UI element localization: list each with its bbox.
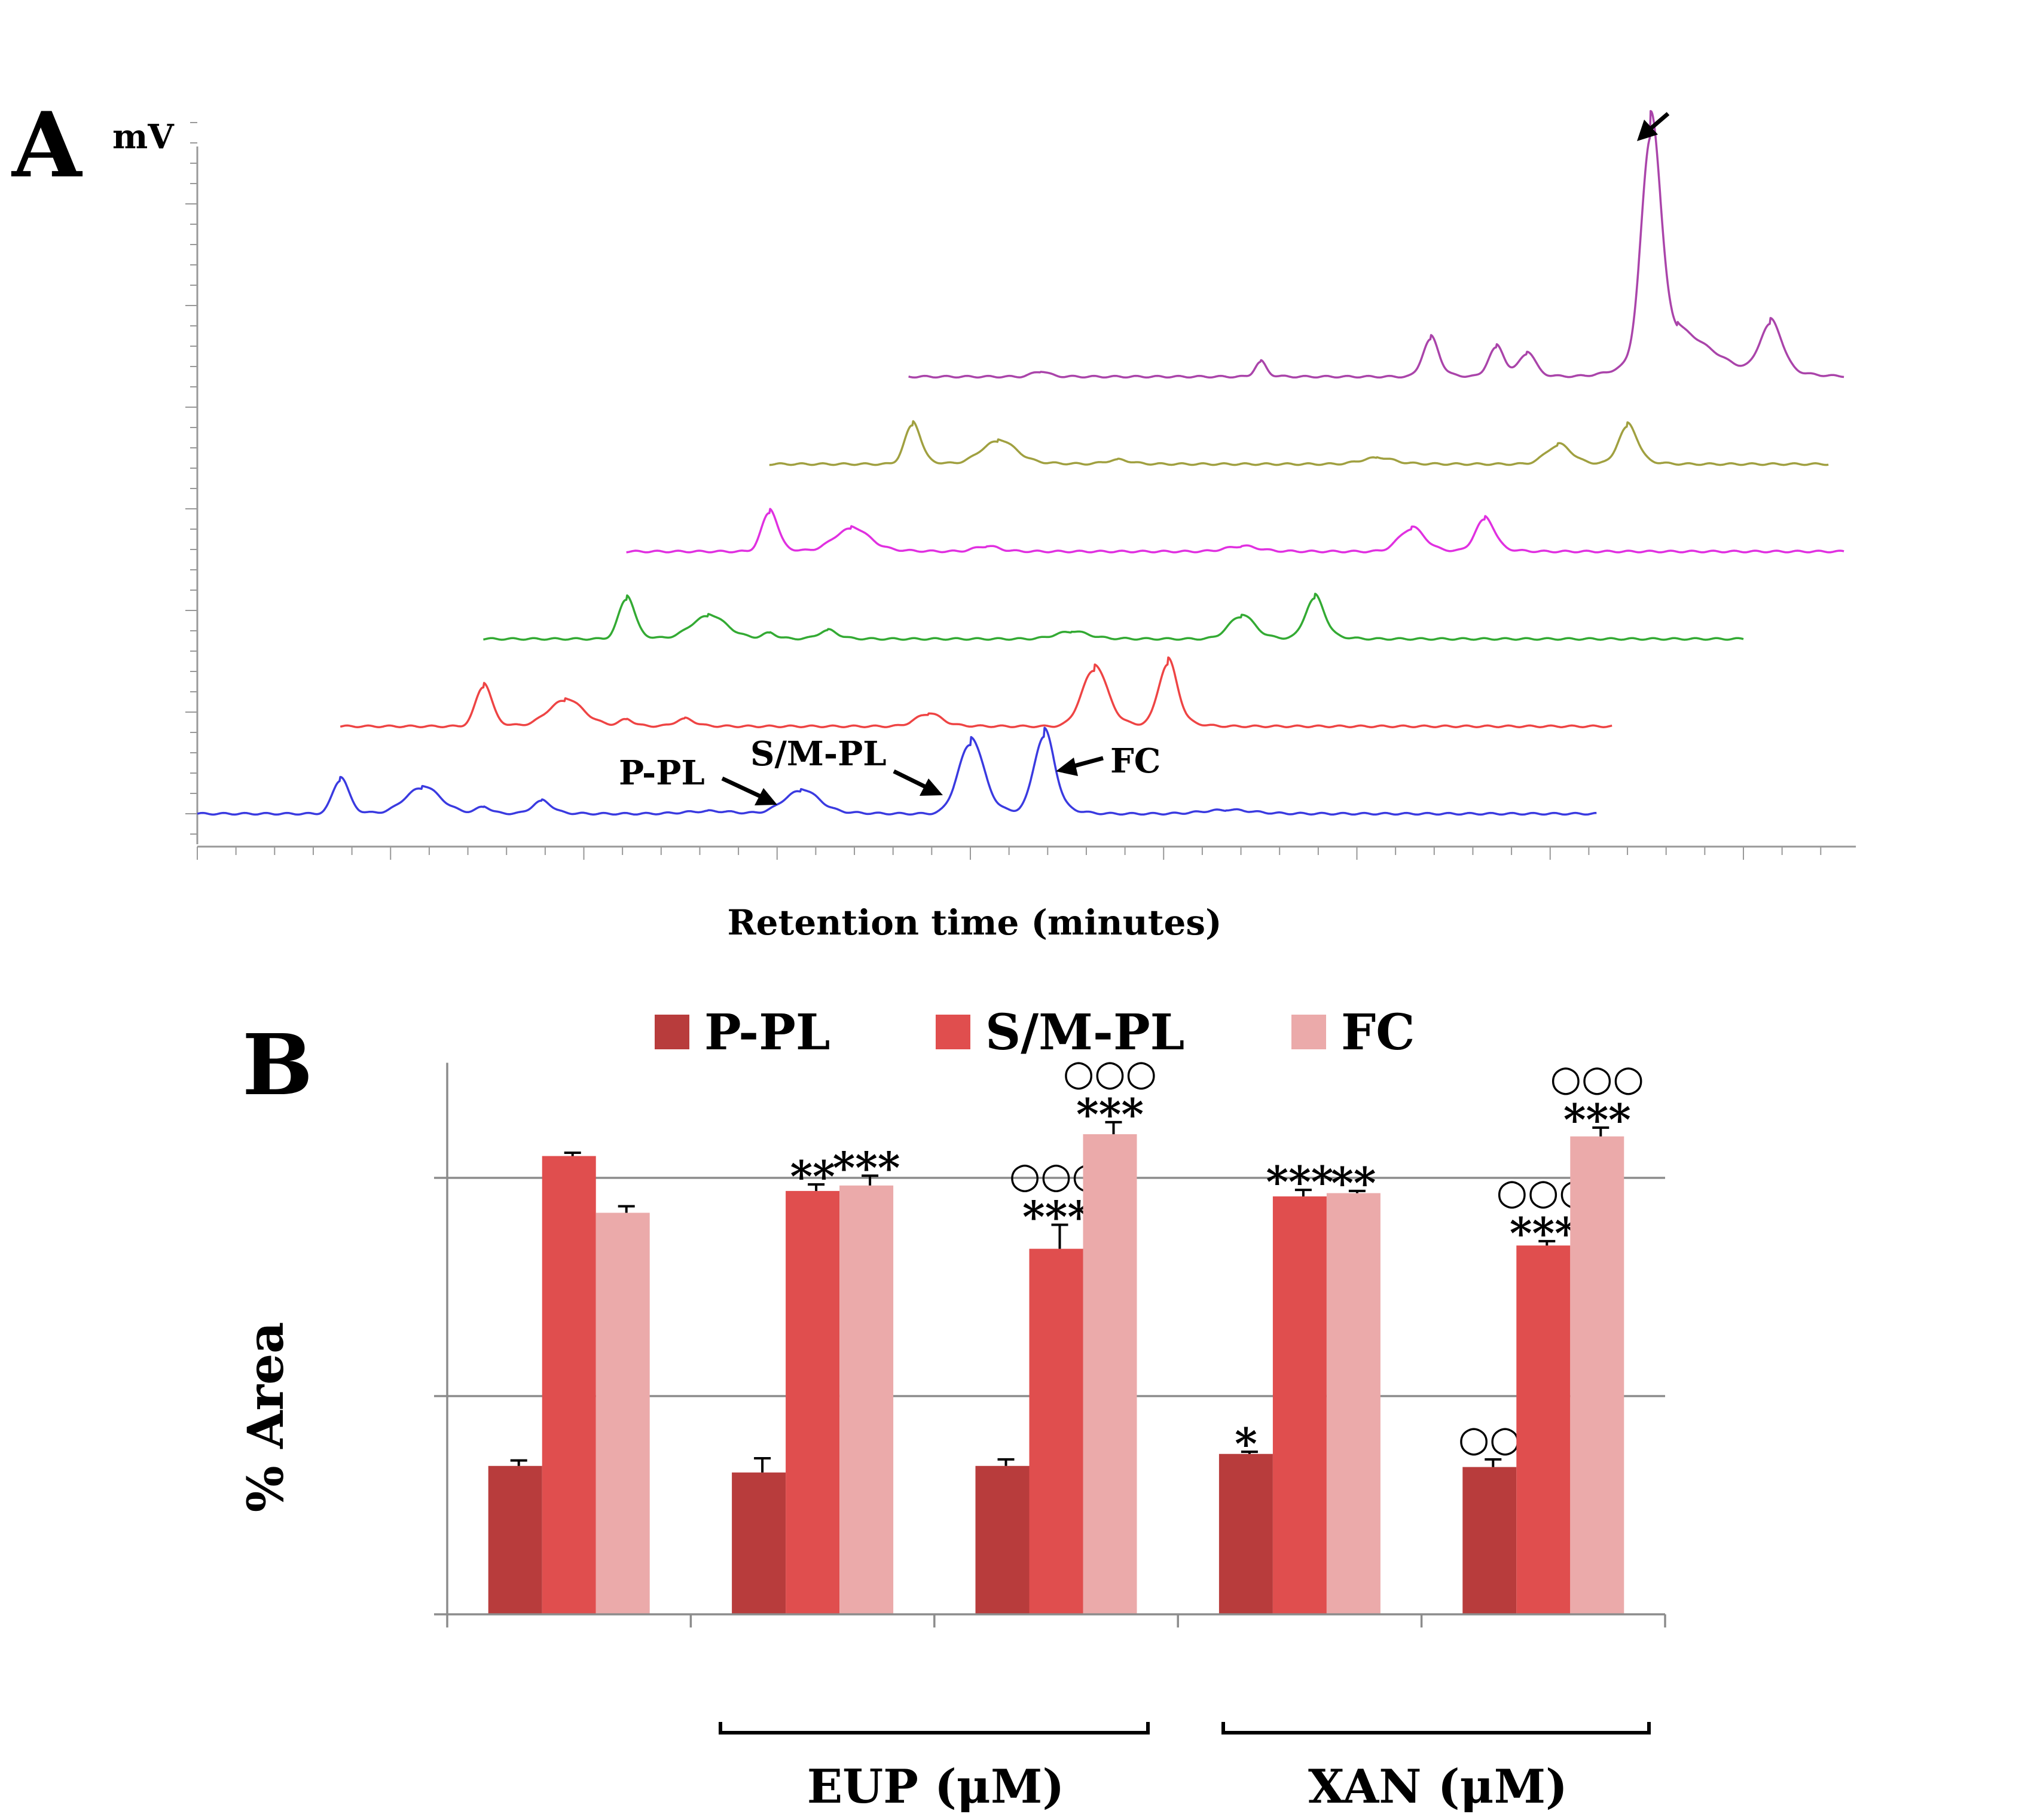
bar-s-m-pl <box>1029 1248 1083 1614</box>
significance-circles: ○○○ <box>1063 1052 1157 1094</box>
trace-xan-10-m <box>626 508 1844 554</box>
legend-label-s-m-pl: S/M-PL <box>985 1004 1184 1061</box>
legend-label-fc: FC <box>1341 1004 1415 1061</box>
bar-p-pl <box>975 1465 1030 1614</box>
bracket-xan <box>1221 1722 1651 1735</box>
trace-eup-10-m <box>340 656 1612 728</box>
bracket-eup <box>719 1722 1150 1735</box>
legend: P-PL S/M-PL FC <box>655 1004 1415 1061</box>
group-label-eup: EUP (μM) <box>807 1760 1065 1814</box>
significance-circles: ○○○ <box>1550 1058 1644 1100</box>
bar-p-pl <box>1218 1453 1273 1614</box>
legend-label-p-pl: P-PL <box>704 1004 830 1061</box>
panel-label-b: B <box>242 1016 313 1114</box>
bar-fc <box>839 1185 894 1614</box>
chromatogram-panel: A mV P-PL S/M-PL FC Retention time (minu… <box>11 93 1856 943</box>
bar-fc <box>1326 1193 1381 1614</box>
y-axis-unit-label: mV <box>112 117 175 157</box>
bar-chart-axes <box>434 1062 1666 1627</box>
significance-stars: ** <box>790 1151 835 1202</box>
bar-p-pl <box>1462 1467 1517 1614</box>
y-axis-title: % Area <box>237 1322 295 1513</box>
trace-eup-25-m <box>482 593 1744 641</box>
legend-swatch-p-pl <box>655 1015 689 1049</box>
x-axis-title: Retention time (minutes) <box>727 902 1221 943</box>
legend-swatch-s-m-pl <box>936 1015 970 1049</box>
bar-fc <box>1083 1134 1137 1614</box>
bar-s-m-pl <box>786 1190 840 1614</box>
chromatogram-axes <box>185 122 1856 860</box>
bar-s-m-pl <box>542 1156 596 1614</box>
arrow-fc-head <box>1056 758 1078 776</box>
bar-chart-panel: B P-PL S/M-PL FC * ○○*****○○○ ******○○○***… <box>237 1004 1666 1814</box>
bar-fc <box>1570 1136 1624 1614</box>
arrow-p-pl-head <box>755 788 777 805</box>
annotation-fc: FC <box>1110 741 1160 781</box>
legend-swatch-fc <box>1291 1015 1326 1049</box>
bar-p-pl <box>488 1465 542 1614</box>
group-label-xan: XAN (μM) <box>1308 1760 1568 1814</box>
significance-stars: *** <box>1510 1208 1577 1259</box>
significance-stars: *** <box>1022 1191 1090 1242</box>
bar-s-m-pl <box>1272 1196 1327 1614</box>
significance-stars: *** <box>1266 1156 1333 1207</box>
panel-label-a: A <box>11 93 83 198</box>
significance-stars: ** <box>1331 1158 1376 1208</box>
annotation-s-m-pl: S/M-PL <box>750 734 887 774</box>
significance-stars: *** <box>1076 1089 1144 1140</box>
significance-stars: * <box>1235 1418 1257 1469</box>
bar-chart-bars: * ○○*****○○○ ******○○○******○○○*****○○○ <box>488 1052 1644 1614</box>
arrow-s-m-pl-head <box>920 778 943 796</box>
trace-ctrl <box>197 726 1597 816</box>
significance-stars: *** <box>833 1142 900 1193</box>
trace-xan-25-m <box>769 420 1829 466</box>
arrow-std-main-peak-head <box>1637 120 1658 141</box>
annotation-p-pl: P-PL <box>619 753 705 793</box>
ctrl-annotations: P-PL S/M-PL FC <box>619 734 1160 805</box>
bar-fc <box>595 1213 650 1614</box>
bar-p-pl <box>732 1472 786 1614</box>
trace-std <box>908 110 1844 379</box>
chromatogram-traces <box>197 110 1844 816</box>
significance-stars: *** <box>1563 1094 1631 1145</box>
significance-circles: ○○ <box>1458 1418 1521 1460</box>
bar-s-m-pl <box>1516 1245 1571 1614</box>
